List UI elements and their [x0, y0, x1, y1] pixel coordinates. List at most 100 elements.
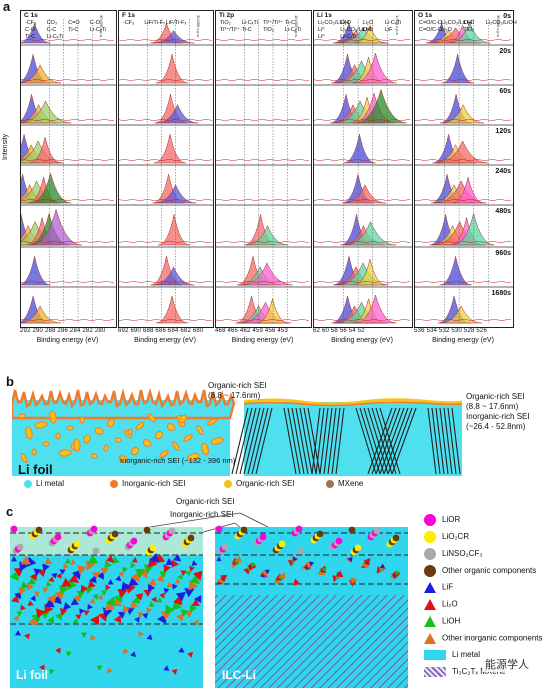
xps-peak-annotation: C=O/C-O	[419, 20, 443, 26]
time-label: 960s	[495, 250, 511, 257]
xps-peak-annotation: Li₂CO₃/LiOH	[318, 20, 349, 26]
c-legend-label: LiOH	[442, 616, 461, 626]
time-label: 480s	[495, 208, 511, 215]
b-legend-item: Inorganic-rich SEI	[110, 479, 186, 488]
xps-panel-0: C 1s -CF₃ CO₃ C=O C-O C-O C-C Ti-C Li-CₓTi Ti-C Li…	[20, 10, 117, 328]
time-label: 20s	[499, 48, 511, 55]
xps-peak-annotation: C-O	[25, 27, 36, 33]
b-legend-item: Li metal	[24, 479, 64, 488]
watermark: 能源学人	[482, 656, 532, 672]
b-legend-swatch	[224, 479, 232, 488]
xps-peak-annotation: C-C	[46, 27, 57, 33]
xps-tick-labels: 692 690 688 686 684 682 680	[118, 328, 204, 334]
right-organic-range: (8.8 ~ 17.6nm)	[466, 402, 519, 411]
xps-peak-annotation: TiO₂	[263, 27, 274, 33]
c-legend-item: LiOH	[424, 616, 460, 627]
xps-x-axis-label: Binding energy (eV)	[331, 337, 393, 344]
c-legend-label: LiNSO₂CF₃	[442, 549, 483, 559]
panel-b-letter: b	[6, 374, 14, 389]
inorganic-layer-right	[243, 401, 463, 407]
panel-a-letter: a	[3, 0, 11, 14]
time-label: 0s	[503, 13, 511, 20]
c-legend-swatch	[424, 599, 436, 610]
c-legend-swatch	[424, 531, 436, 543]
c-legend-swatch	[424, 667, 446, 677]
xps-panel-4: O 1s C=O/C-O Li₂CO₃/LiOH Li₂O Li₂CO₃/LiOH C=O…	[414, 10, 517, 328]
xps-panel-2: Ti 2p TiO₂ Li-CₓTi Ti²⁺/Ti³⁺ Ti-C Ti³⁺/Ti²⁺ Ti…	[215, 10, 312, 328]
xps-x-axis-label: Binding energy (eV)	[231, 337, 294, 344]
xps-peak-annotation: LiF	[384, 27, 393, 33]
c-legend-item: Ti₃C₂Tₓ MXene	[424, 667, 506, 677]
b-legend-label: Organic-rich SEI	[236, 479, 295, 488]
right-inorganic-label: Inorganic-rich SEI	[466, 412, 530, 421]
dendrite-layer	[12, 388, 236, 420]
c-legend-label: Li₂O	[442, 599, 458, 609]
c-legend-item: Li metal	[424, 650, 480, 660]
xps-x-axis-label: Binding energy (eV)	[134, 337, 196, 344]
xps-panel-title: C 1s	[24, 12, 38, 19]
c-legend-label: Other organic components	[442, 566, 537, 576]
xps-panel-title: Ti 2p	[219, 12, 235, 19]
left-organic-range: (8.8 ~ 17.6nm)	[208, 391, 261, 400]
xps-peak-annotation: C=O	[68, 20, 80, 26]
sei-composition-schematic	[10, 512, 408, 688]
xps-tick-labels: 536 534 532 530 528 526	[414, 328, 487, 334]
c-legend-item: LiNSO₂CF₃	[424, 548, 483, 560]
xps-figure: a Intensity C 1s -CF₃ CO₃ C=O C-O C-O C-C Ti-C L…	[2, 0, 517, 344]
xps-panel-title: O 1s	[418, 12, 433, 19]
xps-peak-annotation: Li₂CO₃/LiOH	[340, 27, 372, 33]
li-foil-label-c: Li foil	[16, 668, 48, 682]
xps-peak-annotation: Li₂O	[362, 20, 374, 26]
right-inorganic-range: (~26.4 - 52.8nm)	[466, 422, 526, 431]
xps-peak-annotation: Li-CₓTi	[46, 34, 63, 40]
organic-layer-right	[243, 398, 463, 406]
c-legend-swatch	[424, 548, 436, 560]
c-legend-swatch	[424, 633, 436, 644]
left-inorganic-label: Inorganic-rich SEI (~132 - 396 nm)	[120, 456, 236, 465]
xps-panel-title: F 1s	[122, 12, 136, 19]
c-legend-item: Li₂O	[424, 599, 458, 610]
xps-peak-annotation: C=O/C-O	[419, 27, 443, 33]
xps-peak-annotation: Li⁰	[318, 27, 325, 33]
c-legend-swatch	[424, 650, 446, 660]
xps-panel-title: Li 1s	[317, 12, 332, 19]
xps-peak-annotation: 30,000 c.p.s.	[99, 15, 104, 38]
xps-x-axis-label: Binding energy (eV)	[36, 337, 99, 344]
xps-peak-annotation: Li-CₓTi	[241, 20, 258, 26]
xps-tick-labels: 62 60 58 56 54 52	[313, 328, 365, 334]
c-legend-label: LiOR	[442, 515, 461, 525]
b-legend-item: Organic-rich SEI	[224, 479, 295, 488]
xps-panel-3: Li 1s Li₂CO₃/LiOH Li₂O Li₂O Li-CₓTi Li⁰ Li₂CO₃…	[313, 10, 413, 328]
b-legend-label: Inorganic-rich SEI	[122, 479, 186, 488]
xps-peak-annotation: Li-CₓTi	[384, 20, 402, 26]
xps-peak-annotation: Ti²⁺/Ti³⁺	[263, 20, 283, 26]
xps-tick-labels: 292 290 288 286 284 282 280	[20, 328, 106, 334]
xps-peak-annotation: Li-CₓTi	[89, 27, 107, 33]
b-legend-label: Li metal	[36, 479, 65, 488]
xps-peak-annotation: Ti-C	[284, 20, 295, 26]
c-legend-label: LiF	[442, 582, 454, 592]
c-legend-label: Li metal	[452, 650, 481, 660]
xps-tick-labels: 468 465 462 459 456 453	[215, 328, 288, 334]
c-legend-item: LiF	[424, 582, 453, 593]
xps-x-axis-label: Binding energy (eV)	[432, 337, 494, 344]
panel-c-letter: c	[6, 504, 14, 519]
xps-peak-annotation: Ti-C	[68, 27, 79, 33]
c-legend-swatch	[424, 514, 436, 526]
xps-peak-annotation: Li₂CO₃/LiOH	[441, 20, 473, 26]
time-label: 120s	[495, 128, 511, 135]
xps-peak-annotation: Li-CₓTi	[284, 27, 302, 33]
organic-rich-label-c: Organic-rich SEI	[176, 497, 235, 506]
c-legend-item: Other organic components	[424, 565, 536, 577]
b-legend-swatch	[110, 479, 118, 488]
c-legend-item: Other inorganic components	[424, 633, 543, 644]
xps-peak-annotation: Ti³⁺/Ti²⁺	[220, 27, 240, 33]
time-label: 1680s	[491, 290, 511, 297]
inorganic-rich-label-c: Inorganic-rich SEI	[170, 510, 234, 519]
xps-peak-annotation: -CF₃	[25, 20, 37, 26]
c-legend-item: LiOR	[424, 514, 460, 526]
right-organic-label: Organic-rich SEI	[466, 392, 525, 401]
xps-peak-annotation: Li₂O	[362, 27, 374, 33]
c-legend-label: Ti₃C₂Tₓ MXene	[452, 667, 506, 677]
xps-peak-annotation: 1,000 c.p.s.	[395, 15, 400, 36]
